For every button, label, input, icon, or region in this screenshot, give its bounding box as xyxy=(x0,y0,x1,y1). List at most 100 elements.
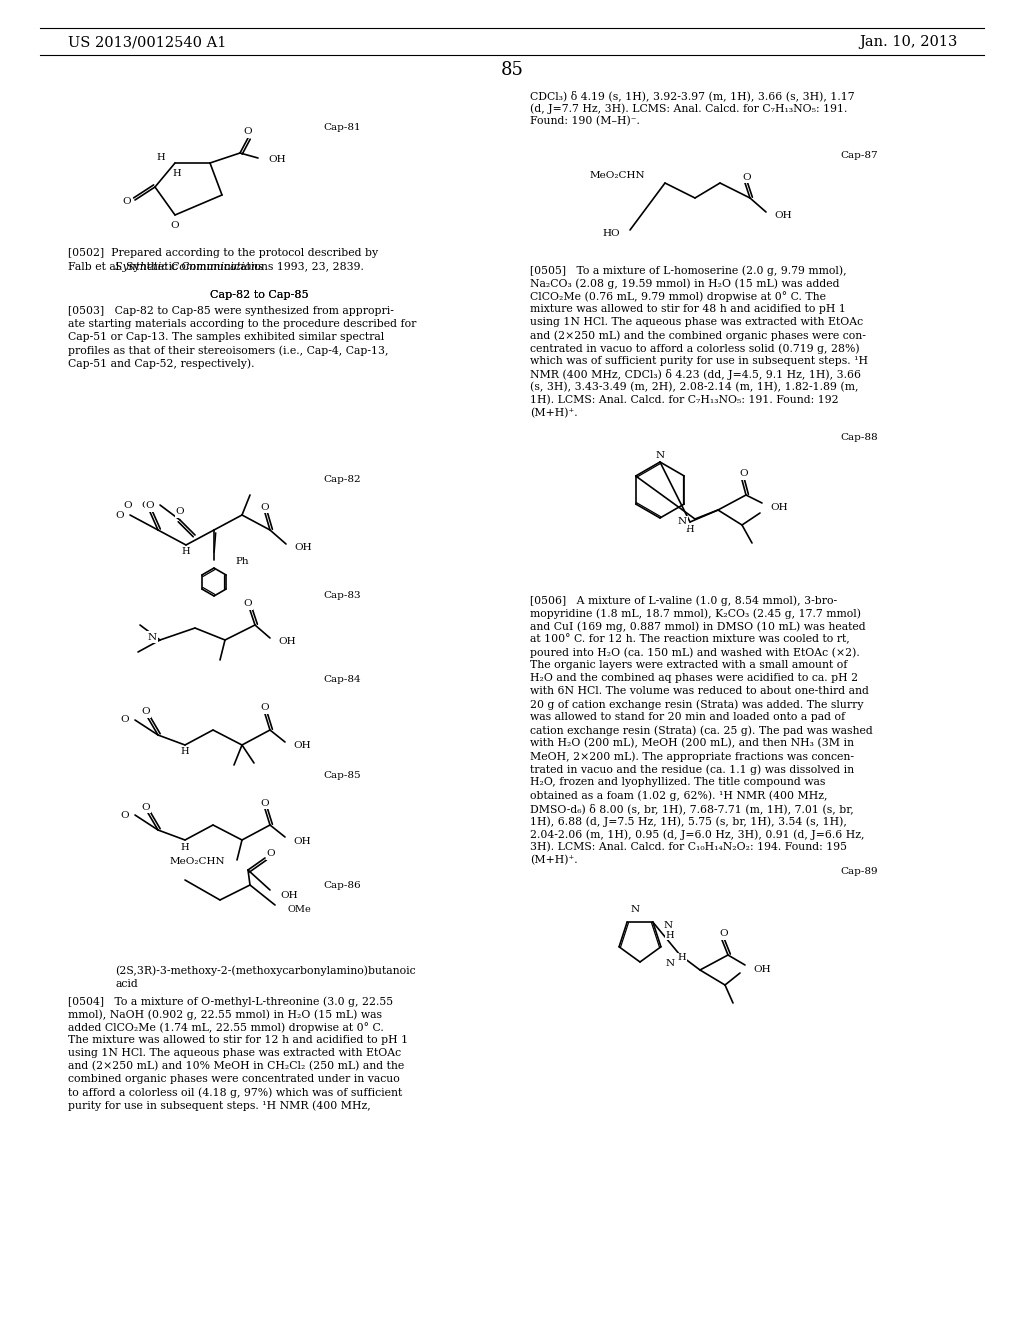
Text: with H₂O (200 mL), MeOH (200 mL), and then NH₃ (3M in: with H₂O (200 mL), MeOH (200 mL), and th… xyxy=(530,738,854,748)
Text: OH: OH xyxy=(294,544,311,553)
Text: DMSO-d₆) δ 8.00 (s, br, 1H), 7.68-7.71 (m, 1H), 7.01 (s, br,: DMSO-d₆) δ 8.00 (s, br, 1H), 7.68-7.71 (… xyxy=(530,803,854,814)
Text: Falb et al. Synthetic Communications 1993, 23, 2839.: Falb et al. Synthetic Communications 199… xyxy=(68,261,364,272)
Text: O: O xyxy=(123,500,132,510)
Text: [0504]   To a mixture of O-methyl-L-threonine (3.0 g, 22.55: [0504] To a mixture of O-methyl-L-threon… xyxy=(68,997,393,1007)
Text: ClCO₂Me (0.76 mL, 9.79 mmol) dropwise at 0° C. The: ClCO₂Me (0.76 mL, 9.79 mmol) dropwise at… xyxy=(530,290,826,302)
Text: H₂O, frozen and lyophyllized. The title compound was: H₂O, frozen and lyophyllized. The title … xyxy=(530,777,825,787)
Text: Cap-86: Cap-86 xyxy=(323,880,360,890)
Text: 1H), 6.88 (d, J=7.5 Hz, 1H), 5.75 (s, br, 1H), 3.54 (s, 1H),: 1H), 6.88 (d, J=7.5 Hz, 1H), 5.75 (s, br… xyxy=(530,816,847,826)
Text: MeOH, 2×200 mL). The appropriate fractions was concen-: MeOH, 2×200 mL). The appropriate fractio… xyxy=(530,751,854,762)
Text: The mixture was allowed to stir for 12 h and acidified to pH 1: The mixture was allowed to stir for 12 h… xyxy=(68,1035,409,1045)
Text: N: N xyxy=(655,450,665,459)
Text: centrated in vacuo to afford a colorless solid (0.719 g, 28%): centrated in vacuo to afford a colorless… xyxy=(530,343,859,354)
Text: and CuI (169 mg, 0.887 mmol) in DMSO (10 mL) was heated: and CuI (169 mg, 0.887 mmol) in DMSO (10… xyxy=(530,620,865,631)
Text: profiles as that of their stereoisomers (i.e., Cap-4, Cap-13,: profiles as that of their stereoisomers … xyxy=(68,345,388,355)
Text: Cap-81: Cap-81 xyxy=(323,123,360,132)
Text: O: O xyxy=(123,198,131,206)
Text: Cap-89: Cap-89 xyxy=(840,867,878,876)
Text: N: N xyxy=(666,958,675,968)
Text: [0503]   Cap-82 to Cap-85 were synthesized from appropri-: [0503] Cap-82 to Cap-85 were synthesized… xyxy=(68,306,394,315)
Text: at 100° C. for 12 h. The reaction mixture was cooled to rt,: at 100° C. for 12 h. The reaction mixtur… xyxy=(530,634,850,644)
Text: ate starting materials according to the procedure described for: ate starting materials according to the … xyxy=(68,319,417,329)
Text: using 1N HCl. The aqueous phase was extracted with EtOAc: using 1N HCl. The aqueous phase was extr… xyxy=(530,317,863,327)
Text: [0502]  Prepared according to the protocol described by: [0502] Prepared according to the protoco… xyxy=(68,248,378,257)
Text: H: H xyxy=(181,548,190,557)
Text: 85: 85 xyxy=(501,61,523,79)
Text: added ClCO₂Me (1.74 mL, 22.55 mmol) dropwise at 0° C.: added ClCO₂Me (1.74 mL, 22.55 mmol) drop… xyxy=(68,1022,384,1032)
Text: O: O xyxy=(261,704,269,713)
Text: O: O xyxy=(244,599,252,609)
Text: mmol), NaOH (0.902 g, 22.55 mmol) in H₂O (15 mL) was: mmol), NaOH (0.902 g, 22.55 mmol) in H₂O… xyxy=(68,1008,382,1019)
Text: O: O xyxy=(116,511,124,520)
Text: The organic layers were extracted with a small amount of: The organic layers were extracted with a… xyxy=(530,660,848,671)
Text: H: H xyxy=(678,953,686,962)
Text: OH: OH xyxy=(293,837,310,846)
Text: O: O xyxy=(141,708,151,717)
Text: Cap-82 to Cap-85: Cap-82 to Cap-85 xyxy=(210,290,308,300)
Text: which was of sufficient purity for use in subsequent steps. ¹H: which was of sufficient purity for use i… xyxy=(530,356,868,366)
Text: OH: OH xyxy=(770,503,787,511)
Text: H: H xyxy=(180,747,189,756)
Text: O: O xyxy=(261,503,269,511)
Text: Cap-82: Cap-82 xyxy=(323,475,360,484)
Text: was allowed to stand for 20 min and loaded onto a pad of: was allowed to stand for 20 min and load… xyxy=(530,711,845,722)
Text: OH: OH xyxy=(774,211,792,220)
Text: obtained as a foam (1.02 g, 62%). ¹H NMR (400 MHz,: obtained as a foam (1.02 g, 62%). ¹H NMR… xyxy=(530,789,827,800)
Text: Cap-87: Cap-87 xyxy=(840,150,878,160)
Text: with 6N HCl. The volume was reduced to about one-third and: with 6N HCl. The volume was reduced to a… xyxy=(530,686,869,696)
Text: 20 g of cation exchange resin (Strata) was added. The slurry: 20 g of cation exchange resin (Strata) w… xyxy=(530,700,863,710)
Text: and (2×250 mL) and 10% MeOH in CH₂Cl₂ (250 mL) and the: and (2×250 mL) and 10% MeOH in CH₂Cl₂ (2… xyxy=(68,1061,404,1072)
Text: (d, J=7.7 Hz, 3H). LCMS: Anal. Calcd. for C₇H₁₃NO₅: 191.: (d, J=7.7 Hz, 3H). LCMS: Anal. Calcd. fo… xyxy=(530,103,848,114)
Text: NMR (400 MHz, CDCl₃) δ 4.23 (dd, J=4.5, 9.1 Hz, 1H), 3.66: NMR (400 MHz, CDCl₃) δ 4.23 (dd, J=4.5, … xyxy=(530,370,861,380)
Text: N: N xyxy=(147,632,157,642)
Text: 2.04-2.06 (m, 1H), 0.95 (d, J=6.0 Hz, 3H), 0.91 (d, J=6.6 Hz,: 2.04-2.06 (m, 1H), 0.95 (d, J=6.0 Hz, 3H… xyxy=(530,829,864,840)
Text: Found: 190 (M–H)⁻.: Found: 190 (M–H)⁻. xyxy=(530,116,640,127)
Text: (2S,3R)-3-methoxy-2-(methoxycarbonylamino)butanoic: (2S,3R)-3-methoxy-2-(methoxycarbonylamin… xyxy=(115,965,416,975)
Text: Synthetic Communications: Synthetic Communications xyxy=(115,261,263,272)
Text: acid: acid xyxy=(115,979,138,989)
Text: Cap-51 or Cap-13. The samples exhibited similar spectral: Cap-51 or Cap-13. The samples exhibited … xyxy=(68,333,384,342)
Text: O: O xyxy=(141,500,150,510)
Text: CDCl₃) δ 4.19 (s, 1H), 3.92-3.97 (m, 1H), 3.66 (s, 3H), 1.17: CDCl₃) δ 4.19 (s, 1H), 3.92-3.97 (m, 1H)… xyxy=(530,90,855,100)
Text: and (2×250 mL) and the combined organic phases were con-: and (2×250 mL) and the combined organic … xyxy=(530,330,866,341)
Text: OMe: OMe xyxy=(288,906,311,915)
Text: Na₂CO₃ (2.08 g, 19.59 mmol) in H₂O (15 mL) was added: Na₂CO₃ (2.08 g, 19.59 mmol) in H₂O (15 m… xyxy=(530,279,840,289)
Text: Cap-51 and Cap-52, respectively).: Cap-51 and Cap-52, respectively). xyxy=(68,358,255,368)
Text: Cap-88: Cap-88 xyxy=(840,433,878,441)
Text: (M+H)⁺.: (M+H)⁺. xyxy=(530,855,578,866)
Text: 3H). LCMS: Anal. Calcd. for C₁₀H₁₄N₂O₂: 194. Found: 195: 3H). LCMS: Anal. Calcd. for C₁₀H₁₄N₂O₂: … xyxy=(530,842,847,853)
Text: trated in vacuo and the residue (ca. 1.1 g) was dissolved in: trated in vacuo and the residue (ca. 1.1… xyxy=(530,764,854,775)
Text: purity for use in subsequent steps. ¹H NMR (400 MHz,: purity for use in subsequent steps. ¹H N… xyxy=(68,1100,371,1110)
Text: O: O xyxy=(266,850,275,858)
Text: combined organic phases were concentrated under in vacuo: combined organic phases were concentrate… xyxy=(68,1074,399,1084)
Text: MeO₂CHN: MeO₂CHN xyxy=(590,170,645,180)
Text: Cap-82 to Cap-85: Cap-82 to Cap-85 xyxy=(210,290,308,300)
Text: [0505]   To a mixture of L-homoserine (2.0 g, 9.79 mmol),: [0505] To a mixture of L-homoserine (2.0… xyxy=(530,265,847,276)
Text: H: H xyxy=(180,842,189,851)
Text: OH: OH xyxy=(753,965,771,974)
Text: H: H xyxy=(157,153,165,162)
Text: H: H xyxy=(666,931,675,940)
Text: H: H xyxy=(686,524,694,533)
Text: Cap-85: Cap-85 xyxy=(323,771,360,780)
Text: N: N xyxy=(678,517,686,527)
Text: O: O xyxy=(244,128,252,136)
Text: MeO₂CHN: MeO₂CHN xyxy=(170,858,225,866)
Text: O: O xyxy=(121,715,129,725)
Text: O: O xyxy=(176,507,184,516)
Text: poured into H₂O (ca. 150 mL) and washed with EtOAc (×2).: poured into H₂O (ca. 150 mL) and washed … xyxy=(530,647,860,657)
Text: O: O xyxy=(145,502,155,511)
Text: O: O xyxy=(171,220,179,230)
Text: Jan. 10, 2013: Jan. 10, 2013 xyxy=(859,36,958,49)
Text: HO: HO xyxy=(602,230,620,239)
Text: O: O xyxy=(121,810,129,820)
Text: O: O xyxy=(720,929,728,939)
Text: Cap-84: Cap-84 xyxy=(323,676,360,685)
Text: N: N xyxy=(631,906,640,915)
Text: OH: OH xyxy=(280,891,298,900)
Text: using 1N HCl. The aqueous phase was extracted with EtOAc: using 1N HCl. The aqueous phase was extr… xyxy=(68,1048,401,1059)
Text: mopyridine (1.8 mL, 18.7 mmol), K₂CO₃ (2.45 g, 17.7 mmol): mopyridine (1.8 mL, 18.7 mmol), K₂CO₃ (2… xyxy=(530,609,861,619)
Text: [0506]   A mixture of L-valine (1.0 g, 8.54 mmol), 3-bro-: [0506] A mixture of L-valine (1.0 g, 8.5… xyxy=(530,595,838,606)
Text: OH: OH xyxy=(278,638,296,647)
Text: (M+H)⁺.: (M+H)⁺. xyxy=(530,408,578,418)
